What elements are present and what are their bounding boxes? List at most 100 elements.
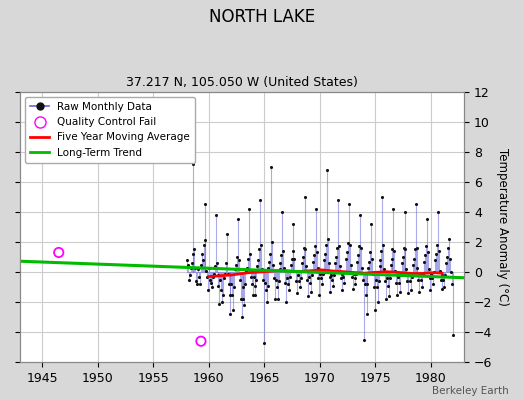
Point (323, 166, 331, 173)
Point (412, 245, 421, 251)
Point (253, 263, 261, 269)
Point (322, 242, 330, 248)
Point (298, 260, 306, 266)
Point (391, 267, 399, 274)
Point (285, 287, 293, 293)
Point (351, 275, 359, 281)
Point (265, 258, 274, 265)
Point (398, 254, 407, 260)
Point (315, 291, 323, 298)
Point (183, 257, 191, 263)
Point (443, 254, 451, 260)
Point (278, 209, 287, 215)
Point (420, 258, 428, 265)
Point (408, 273, 416, 280)
Point (418, 284, 427, 290)
Point (247, 273, 255, 280)
Point (202, 267, 211, 274)
Point (347, 273, 356, 280)
Point (354, 252, 363, 259)
Point (239, 296, 248, 302)
Point (220, 275, 228, 281)
Point (441, 272, 450, 278)
Point (356, 212, 364, 218)
Point (326, 288, 335, 295)
Point (196, 281, 204, 287)
Point (238, 284, 247, 290)
Point (309, 258, 317, 265)
Point (200, 201, 209, 208)
Point (233, 254, 241, 260)
Point (398, 260, 406, 266)
Point (196, 261, 205, 268)
Point (256, 197, 264, 203)
Point (444, 245, 452, 251)
Point (252, 276, 260, 283)
Point (414, 276, 422, 283)
Point (320, 257, 328, 263)
Point (221, 270, 229, 277)
Point (214, 282, 223, 289)
Point (351, 281, 359, 287)
Point (303, 276, 311, 283)
Point (376, 257, 385, 263)
Point (267, 164, 276, 170)
Point (311, 243, 319, 250)
Point (240, 302, 248, 308)
Point (375, 278, 383, 284)
Point (282, 299, 290, 305)
Point (258, 266, 266, 272)
Point (222, 260, 230, 266)
Point (275, 278, 283, 284)
Point (413, 264, 422, 271)
Point (380, 266, 388, 272)
Point (417, 276, 425, 283)
Point (330, 272, 339, 278)
Point (54, 249, 63, 256)
Point (334, 197, 342, 203)
Point (212, 212, 220, 218)
Point (377, 248, 386, 254)
Point (352, 270, 361, 277)
Point (189, 160, 198, 167)
Point (395, 279, 403, 286)
Point (290, 255, 299, 262)
Point (218, 299, 226, 305)
Point (237, 314, 246, 320)
Point (435, 267, 444, 274)
Point (190, 246, 199, 253)
Point (209, 273, 217, 280)
Point (196, 338, 205, 344)
Point (358, 264, 366, 271)
Point (223, 231, 231, 238)
Point (442, 260, 450, 266)
Point (264, 282, 272, 289)
Point (350, 270, 358, 277)
Point (386, 261, 395, 268)
Point (345, 201, 353, 208)
Point (295, 278, 303, 284)
Point (205, 264, 213, 271)
Point (217, 287, 225, 293)
Point (383, 275, 391, 281)
Point (200, 242, 208, 248)
Point (438, 285, 446, 292)
Point (259, 340, 268, 346)
Point (287, 261, 295, 268)
Point (333, 245, 341, 251)
Point (213, 272, 222, 278)
Point (299, 245, 308, 251)
Point (373, 284, 381, 290)
Point (422, 216, 431, 222)
Point (387, 255, 396, 262)
Point (445, 236, 453, 242)
Point (254, 257, 263, 263)
Point (219, 291, 227, 298)
Point (405, 272, 413, 278)
Point (250, 282, 259, 289)
Point (363, 311, 371, 317)
Point (288, 248, 297, 254)
Point (272, 284, 281, 290)
Point (274, 296, 282, 302)
Point (289, 221, 298, 227)
